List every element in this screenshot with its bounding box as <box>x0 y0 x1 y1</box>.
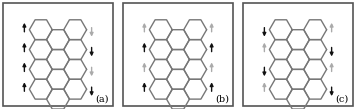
Bar <box>123 3 233 106</box>
Bar <box>3 3 113 106</box>
Text: (a): (a) <box>95 95 109 104</box>
Text: (c): (c) <box>336 95 349 104</box>
Bar <box>243 3 353 106</box>
Text: (b): (b) <box>215 95 229 104</box>
